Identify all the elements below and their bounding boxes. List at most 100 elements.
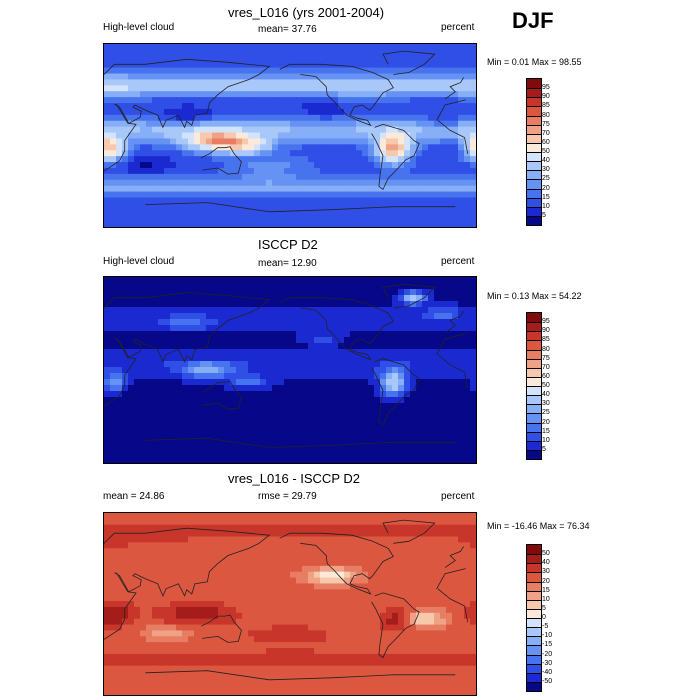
field-cell: [158, 191, 165, 199]
coastline: [382, 283, 436, 309]
field-cell: [176, 513, 183, 520]
field-cell: [278, 577, 285, 585]
field-cell: [440, 421, 447, 428]
field-cell: [122, 120, 129, 128]
field-cell: [320, 307, 327, 314]
field-cell: [176, 162, 183, 169]
field-cell: [344, 283, 351, 290]
field-cell: [326, 120, 333, 128]
field-cell: [452, 536, 459, 543]
field-cell: [152, 191, 159, 199]
field-cell: [404, 191, 411, 199]
field-cell: [236, 337, 243, 344]
field-cell: [206, 277, 213, 284]
field-cell: [104, 451, 111, 458]
field-cell: [410, 577, 417, 585]
field-cell: [266, 126, 273, 134]
field-cell: [308, 49, 315, 57]
panel-2-center-label: mean= 12.90: [258, 258, 317, 269]
field-cell: [428, 156, 435, 163]
field-cell: [398, 524, 405, 532]
field-cell: [266, 85, 273, 92]
field-cell: [122, 79, 129, 86]
field-cell: [260, 156, 267, 163]
field-cell: [386, 343, 393, 350]
field-cell: [140, 421, 147, 428]
field-cell: [116, 91, 123, 98]
field-cell: [128, 167, 135, 175]
field-cell: [308, 313, 315, 320]
field-cell: [470, 167, 476, 175]
field-cell: [242, 215, 249, 222]
field-cell: [230, 283, 237, 290]
field-cell: [164, 126, 171, 134]
field-cell: [152, 132, 159, 140]
field-cell: [368, 577, 375, 585]
field-cell: [380, 349, 387, 356]
field-cell: [380, 542, 387, 549]
field-cell: [350, 524, 357, 532]
field-cell: [404, 451, 411, 458]
field-cell: [284, 397, 291, 404]
field-cell: [392, 126, 399, 134]
field-cell: [398, 301, 405, 308]
field-cell: [134, 397, 141, 404]
field-cell: [320, 577, 327, 585]
field-cell: [464, 185, 471, 193]
field-cell: [308, 518, 315, 526]
field-cell: [212, 215, 219, 222]
field-cell: [206, 73, 213, 81]
field-cell: [374, 451, 381, 458]
field-cell: [422, 61, 429, 69]
field-cell: [140, 589, 147, 596]
field-cell: [122, 524, 129, 532]
field-cell: [170, 548, 177, 555]
field-cell: [266, 167, 273, 175]
field-cell: [332, 391, 339, 398]
field-cell: [296, 373, 303, 380]
field-cell: [200, 44, 207, 51]
field-cell: [164, 150, 171, 157]
field-cell: [470, 415, 476, 422]
field-cell: [146, 162, 153, 169]
field-cell: [152, 439, 159, 446]
field-cell: [140, 289, 147, 296]
field-cell: [152, 44, 159, 51]
field-cell: [332, 373, 339, 380]
field-cell: [272, 325, 279, 332]
field-cell: [422, 343, 429, 350]
field-cell: [164, 457, 171, 463]
field-cell: [266, 44, 273, 51]
field-cell: [254, 67, 261, 75]
field-cell: [464, 524, 471, 532]
field-cell: [470, 337, 476, 344]
field-cell: [362, 595, 369, 602]
field-cell: [236, 44, 243, 51]
field-cell: [362, 221, 369, 227]
field-cell: [146, 385, 153, 392]
field-cell: [296, 103, 303, 110]
field-cell: [422, 126, 429, 134]
field-cell: [392, 337, 399, 344]
field-cell: [122, 349, 129, 356]
field-cell: [170, 120, 177, 128]
field-cell: [116, 126, 123, 134]
field-cell: [164, 144, 171, 151]
field-cell: [212, 337, 219, 344]
field-cell: [344, 367, 351, 374]
field-cell: [218, 307, 225, 314]
coastline: [104, 99, 469, 172]
field-cell: [410, 530, 417, 538]
field-cell: [104, 138, 111, 145]
field-cell: [362, 548, 369, 555]
field-cell: [398, 209, 405, 216]
field-cell: [182, 209, 189, 216]
field-cell: [236, 120, 243, 128]
field-cell: [368, 367, 375, 374]
field-cell: [422, 601, 429, 608]
field-cell: [410, 44, 417, 51]
field-cell: [248, 73, 255, 81]
field-cell: [230, 583, 237, 590]
field-cell: [416, 583, 423, 590]
field-cell: [230, 319, 237, 326]
